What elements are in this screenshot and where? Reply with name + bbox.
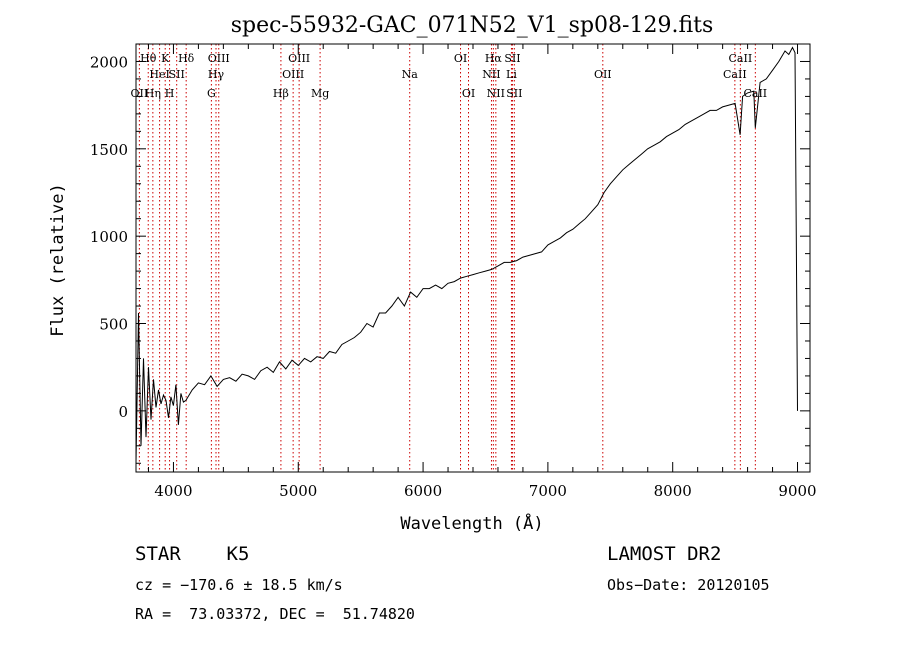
line-label-3: HeI — [149, 68, 169, 81]
x-tick-label: 7000 — [529, 482, 567, 500]
x-tick-label: 5000 — [279, 482, 317, 500]
line-label-24: OII — [594, 68, 612, 81]
line-label-23: SII — [506, 87, 522, 100]
line-label-7: Hδ — [178, 52, 195, 65]
line-label-9: Hγ — [208, 68, 225, 81]
line-label-25: CaII — [723, 68, 747, 81]
line-label-8: G — [207, 87, 216, 100]
line-label-6: SII — [169, 68, 185, 81]
line-label-12: OIII — [282, 68, 304, 81]
line-label-14: Mg — [311, 87, 329, 100]
line-label-27: CaII — [743, 87, 767, 100]
line-label-21: Li — [506, 68, 517, 81]
x-axis-label: Wavelength (Å) — [400, 512, 543, 534]
line-label-22: SII — [504, 52, 520, 65]
obs-date: Obs−Date: 20120105 — [607, 576, 770, 594]
line-label-20: NII — [487, 87, 505, 100]
x-tick-label: 6000 — [404, 482, 442, 500]
spectrum-chart: spec-55932-GAC_071N52_V1_sp08-129.fits O… — [48, 13, 817, 534]
line-label-18: NII — [482, 68, 500, 81]
line-label-17: OI — [462, 87, 475, 100]
spectrum-line — [135, 46, 798, 464]
line-label-16: OI — [454, 52, 467, 65]
plot-area: OII Hθ Hη HeI K H SII Hδ G Hγ OIII Hβ OIII OIII Mg Na OI… — [90, 43, 817, 500]
x-tick-label: 9000 — [778, 482, 816, 500]
line-label-4: K — [161, 52, 170, 65]
object-type: STAR K5 — [135, 543, 250, 565]
line-label-26: CaII — [729, 52, 753, 65]
line-label-15: Na — [402, 68, 419, 81]
y-tick-label: 500 — [99, 316, 128, 334]
line-label-11: Hβ — [273, 87, 289, 100]
coordinates: RA = 73.03372, DEC = 51.74820 — [135, 605, 415, 623]
x-tick-label: 8000 — [654, 482, 692, 500]
x-tick-label: 4000 — [154, 482, 192, 500]
chart-title: spec-55932-GAC_071N52_V1_sp08-129.fits — [231, 13, 714, 38]
line-label-5: H — [165, 87, 175, 100]
y-tick-label: 0 — [118, 403, 128, 421]
line-label-0: OII — [131, 87, 149, 100]
line-label-19: Hα — [485, 52, 503, 65]
line-label-10: OIII — [208, 52, 230, 65]
line-label-2: Hη — [145, 87, 161, 100]
y-axis-label: Flux (relative) — [48, 183, 68, 337]
line-label-13: OIII — [288, 52, 310, 65]
survey-name: LAMOST DR2 — [607, 543, 722, 565]
redshift-cz: cz = −170.6 ± 18.5 km/s — [135, 576, 343, 594]
plot-frame — [135, 43, 811, 473]
y-tick-label: 1000 — [90, 228, 128, 246]
y-tick-label: 1500 — [90, 141, 128, 159]
y-tick-label: 2000 — [90, 53, 128, 71]
line-label-1: Hθ — [140, 52, 157, 65]
